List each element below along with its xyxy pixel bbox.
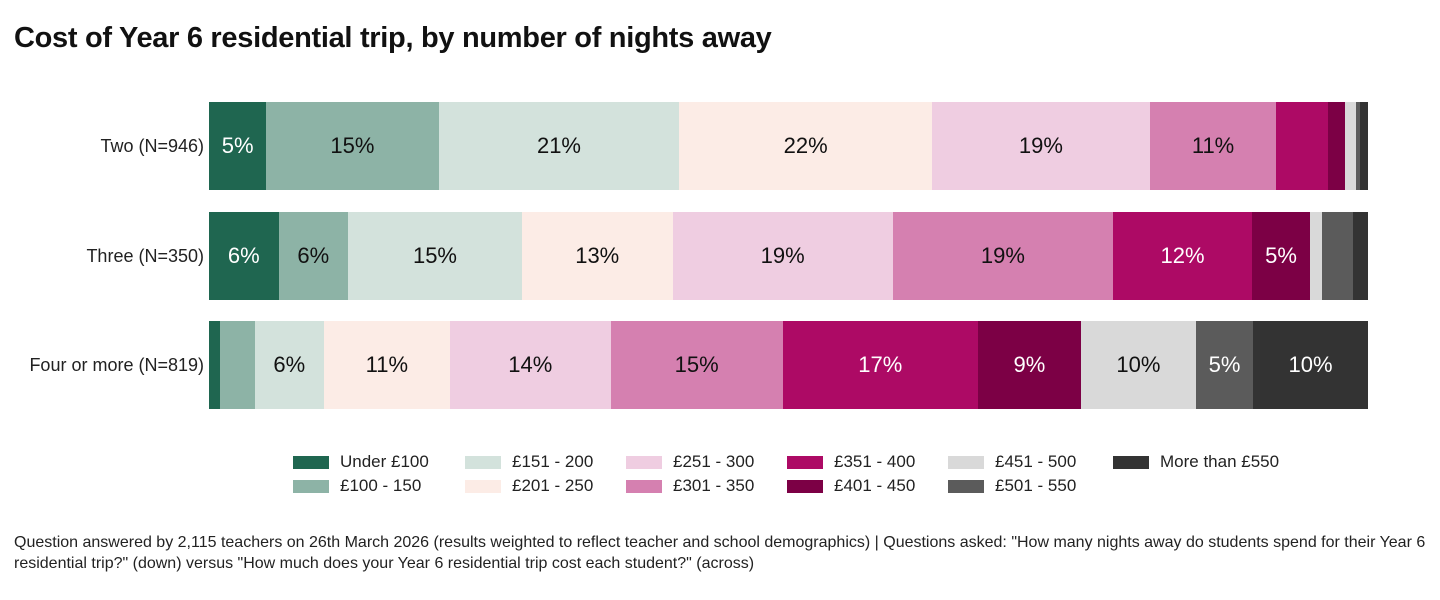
data-label: 12% (1160, 243, 1205, 268)
data-label: 15% (674, 352, 719, 377)
legend-item: £501 - 550 (948, 476, 1076, 496)
legend-swatch (948, 479, 984, 493)
legend-label: £501 - 550 (995, 476, 1077, 495)
bar-segment: 6% (254, 321, 324, 409)
legend-swatch (626, 479, 662, 493)
bar-segment: 14% (449, 321, 611, 409)
legend-label: £401 - 450 (834, 476, 916, 495)
bar-segment: 21% (438, 102, 680, 190)
legend-swatch (787, 479, 823, 493)
legend-item: £301 - 350 (626, 476, 754, 496)
bar-segment: 11% (1149, 102, 1277, 190)
legend-item: Under £100 (293, 452, 429, 472)
data-label: 6% (227, 243, 260, 268)
bar-segment: 19% (672, 212, 893, 300)
bar-segment (1309, 212, 1322, 300)
legend-item: More than £550 (1113, 452, 1279, 472)
bar-segment: 11% (323, 321, 450, 409)
data-label: 10% (1288, 352, 1333, 377)
data-label: 11% (1191, 133, 1235, 158)
bar-segment: 22% (679, 102, 932, 190)
legend-item: £151 - 200 (465, 452, 593, 472)
data-label: 22% (783, 133, 828, 158)
stacked-bar-row: 5% 15% 21% 22% 19% 11% (209, 102, 1368, 190)
legend-item: £201 - 250 (465, 476, 593, 496)
bar-segment (1327, 102, 1345, 190)
data-label: 10% (1116, 352, 1161, 377)
legend-swatch (465, 479, 501, 493)
legend-swatch (626, 455, 662, 469)
data-label: 15% (412, 243, 457, 268)
legend-swatch (787, 455, 823, 469)
data-label: 19% (980, 243, 1025, 268)
data-label: 15% (330, 133, 375, 158)
bar-segment: 5% (209, 102, 267, 190)
legend-swatch (293, 455, 329, 469)
data-label: 5% (1265, 243, 1297, 268)
bar-segment: 9% (977, 321, 1082, 409)
bar-segment: 5% (1195, 321, 1254, 409)
bar-segment: 13% (521, 212, 673, 300)
data-label: 5% (221, 133, 254, 158)
data-label: 9% (1013, 352, 1046, 377)
bar-segment (1356, 102, 1360, 190)
data-label: 19% (760, 243, 805, 268)
bar-segment (1344, 102, 1357, 190)
data-label: 5% (1208, 352, 1241, 377)
legend-label: £151 - 200 (512, 452, 594, 471)
bar-segment: 5% (1252, 212, 1310, 300)
bar-segment: 15% (610, 321, 783, 409)
legend-item: £451 - 500 (948, 452, 1076, 472)
stacked-bar-row: 6% 11% 14% 15% 17% 9% 10% 5% 10% (209, 321, 1368, 409)
bar-segment: 12% (1112, 212, 1253, 300)
stacked-bar-row: 6% 6% 15% 13% 19% 19% 12% 5% (209, 212, 1368, 300)
legend-swatch (465, 455, 501, 469)
bar-segment: 6% (278, 212, 349, 300)
bar-segment: 15% (348, 212, 522, 300)
legend-item: £251 - 300 (626, 452, 754, 472)
legend-label: £251 - 300 (673, 452, 755, 471)
legend-label: Under £100 (340, 452, 429, 471)
bar-segment: 17% (782, 321, 978, 409)
legend-label: £351 - 400 (834, 452, 916, 471)
footnote: Question answered by 2,115 teachers on 2… (14, 534, 1426, 572)
bar-segment: 10% (1081, 321, 1196, 409)
bar-segment (209, 321, 221, 409)
legend-swatch (1113, 455, 1149, 469)
data-label: 21% (536, 133, 581, 158)
data-label: 17% (858, 352, 903, 377)
bar-segment (220, 321, 255, 409)
bar-segment: 19% (892, 212, 1113, 300)
legend-label: More than £550 (1160, 452, 1280, 471)
bar-segment (1321, 212, 1353, 300)
bar-segment (1352, 212, 1368, 300)
chart-legend: Under £100 £100 - 150 £151 - 200 £201 - 250… (293, 452, 1393, 500)
legend-item: £401 - 450 (787, 476, 915, 496)
data-label: 6% (273, 352, 306, 377)
bar-segment: 10% (1253, 321, 1368, 409)
legend-label: £201 - 250 (512, 476, 594, 495)
bar-segment (1359, 102, 1368, 190)
legend-label: £100 - 150 (340, 476, 422, 495)
legend-item: £351 - 400 (787, 452, 915, 472)
bar-segment: 15% (266, 102, 439, 190)
legend-label: £301 - 350 (673, 476, 755, 495)
category-label: Three (N=350) (86, 246, 204, 266)
bar-segment: 19% (931, 102, 1150, 190)
legend-item: £100 - 150 (293, 476, 421, 496)
legend-swatch (293, 479, 329, 493)
data-label: 11% (365, 352, 409, 377)
category-label: Four or more (N=819) (29, 355, 204, 375)
chart-title: Cost of Year 6 residential trip, by numb… (14, 22, 772, 54)
data-label: 14% (508, 352, 553, 377)
data-label: 6% (297, 243, 330, 268)
bar-segment: 6% (209, 212, 279, 300)
data-label: 19% (1018, 133, 1063, 158)
category-label: Two (N=946) (100, 136, 204, 156)
legend-label: £451 - 500 (995, 452, 1077, 471)
data-label: 13% (575, 243, 620, 268)
bar-segment (1276, 102, 1328, 190)
legend-swatch (948, 455, 984, 469)
